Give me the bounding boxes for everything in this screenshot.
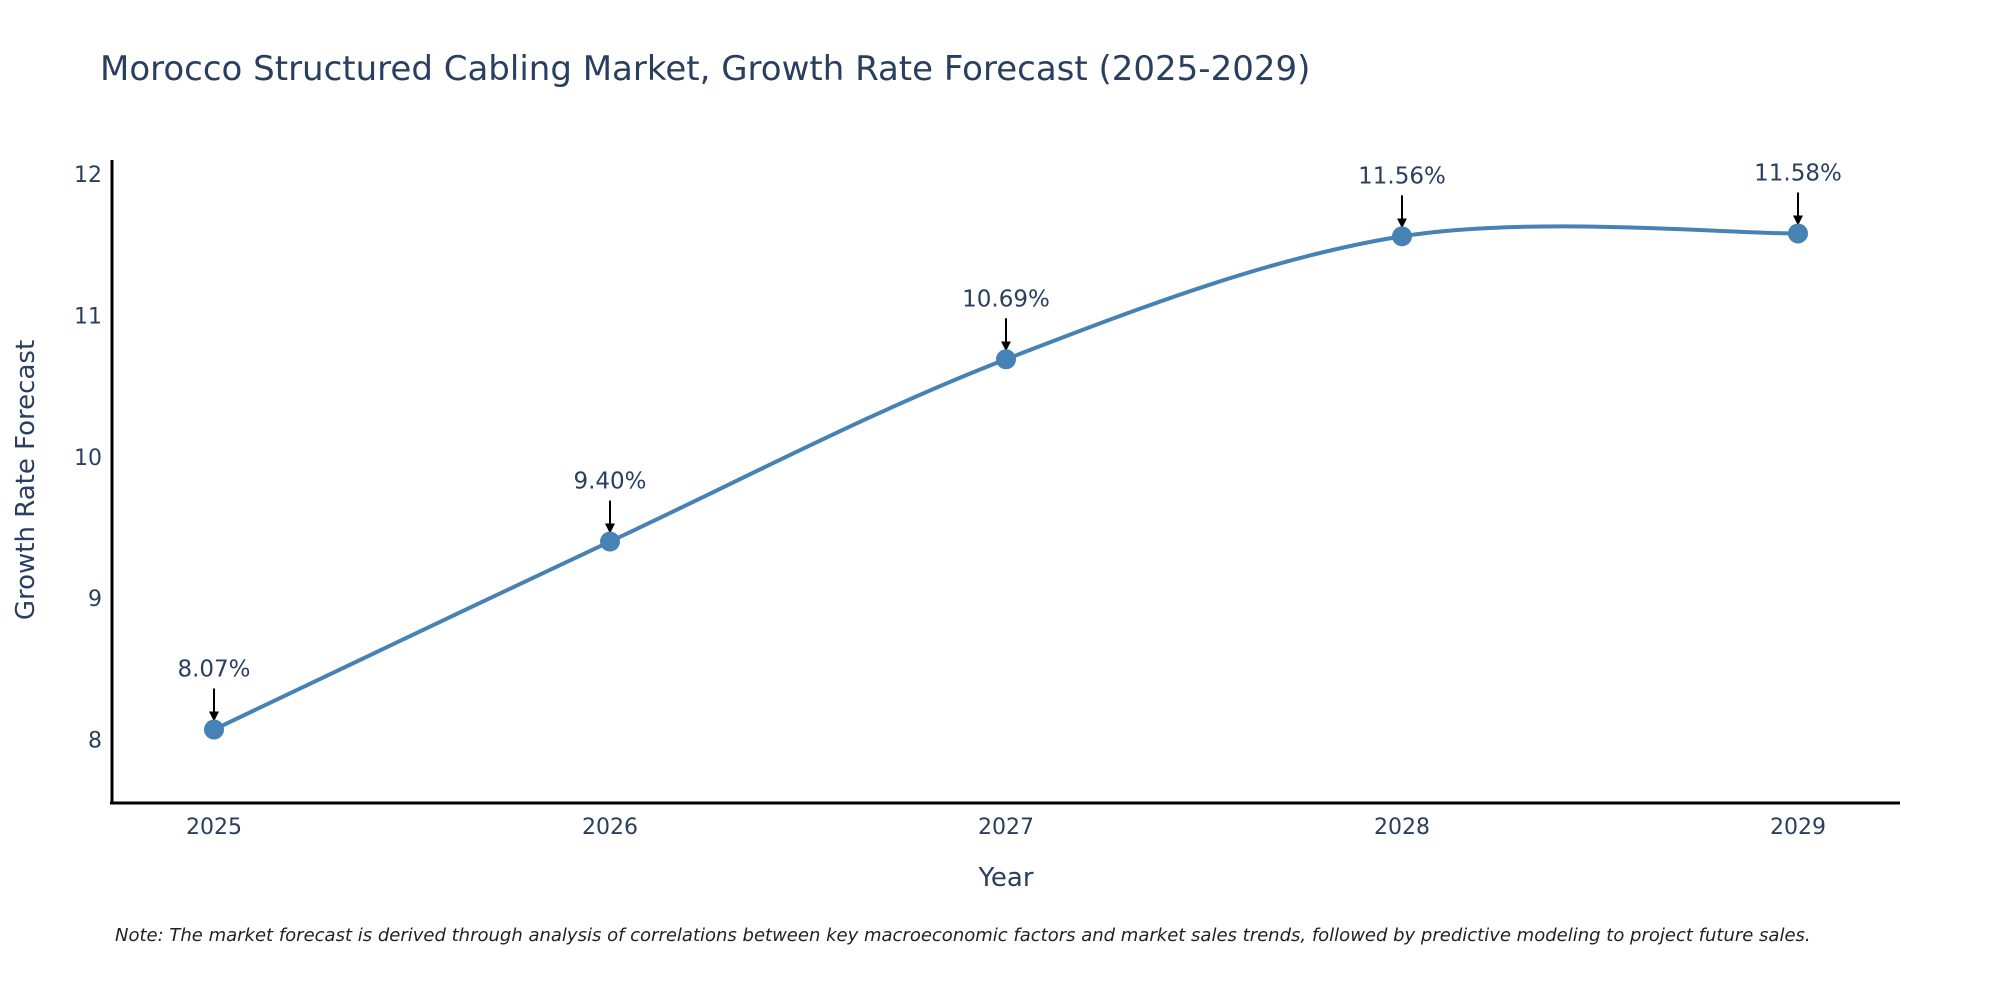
data-label-annotations: 8.07% 9.40% 10.69% 11.56% 11.58% [177,160,1842,722]
y-tick-label: 10 [74,446,102,471]
chart-note: Note: The market forecast is derived thr… [115,925,1811,946]
x-tick-label: 2027 [978,815,1034,840]
x-axis-title: Year [977,863,1033,893]
data-label: 9.40% [573,469,646,495]
x-tick-labels: 2025 2026 2027 2028 2029 [186,815,1826,840]
data-points [204,223,1808,740]
x-tick-label: 2028 [1374,815,1430,840]
data-point [1788,223,1808,244]
data-point [1392,226,1412,247]
data-label: 8.07% [177,657,250,683]
x-tick-label: 2026 [582,815,638,840]
data-label: 11.56% [1358,163,1446,189]
data-point [204,719,224,740]
y-tick-label: 11 [74,304,102,329]
data-point [600,531,620,552]
data-point [996,349,1016,370]
y-tick-label: 8 [88,728,102,753]
y-tick-label: 12 [74,163,102,188]
y-tick-label: 9 [88,587,102,612]
y-tick-labels: 8 9 10 11 12 [74,163,102,753]
chart-title: Morocco Structured Cabling Market, Growt… [100,49,1310,89]
y-axis-title: Growth Rate Forecast [11,340,41,620]
data-label: 10.69% [962,286,1050,312]
x-tick-label: 2029 [1770,815,1826,840]
axes [110,160,1900,805]
data-label: 11.58% [1754,160,1842,186]
x-tick-label: 2025 [186,815,242,840]
